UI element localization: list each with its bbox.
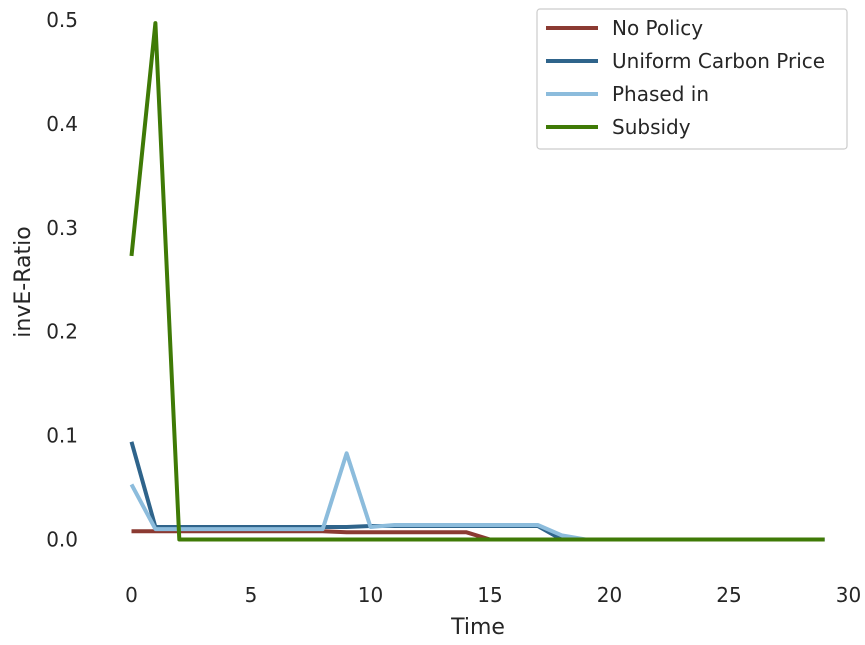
legend-label: Uniform Carbon Price [612, 49, 825, 73]
series-line-subsidy [129, 21, 825, 542]
x-axis-label: Time [450, 615, 505, 640]
y-tick-label: 0.3 [46, 216, 78, 240]
y-axis-label: invE-Ratio [11, 226, 36, 337]
legend-item: Subsidy [546, 115, 691, 139]
legend-item: No Policy [546, 16, 703, 40]
x-tick-label: 25 [716, 583, 741, 607]
x-axis-ticks: 0 5 10 15 20 25 30 [125, 583, 861, 607]
x-tick-label: 10 [358, 583, 383, 607]
legend-label: No Policy [612, 16, 703, 40]
x-tick-label: 20 [597, 583, 622, 607]
legend-box [536, 8, 848, 150]
y-axis-ticks: 0.0 0.1 0.2 0.3 0.4 0.5 [46, 8, 78, 552]
x-tick-label: 5 [245, 583, 258, 607]
y-tick-label: 0.2 [46, 320, 78, 344]
legend-label: Subsidy [612, 115, 691, 139]
legend-item: Uniform Carbon Price [546, 49, 825, 73]
legend: No Policy Uniform Carbon Price Phased in Su… [536, 8, 848, 150]
x-tick-label: 0 [125, 583, 138, 607]
y-tick-label: 0.5 [46, 8, 78, 32]
legend-label: Phased in [612, 82, 709, 106]
y-tick-label: 0.4 [46, 112, 78, 136]
y-tick-label: 0.0 [46, 528, 78, 552]
x-tick-label: 15 [477, 583, 502, 607]
y-tick-label: 0.1 [46, 424, 78, 448]
plot-area [129, 21, 825, 542]
x-tick-label: 30 [836, 583, 861, 607]
legend-item: Phased in [546, 82, 709, 106]
